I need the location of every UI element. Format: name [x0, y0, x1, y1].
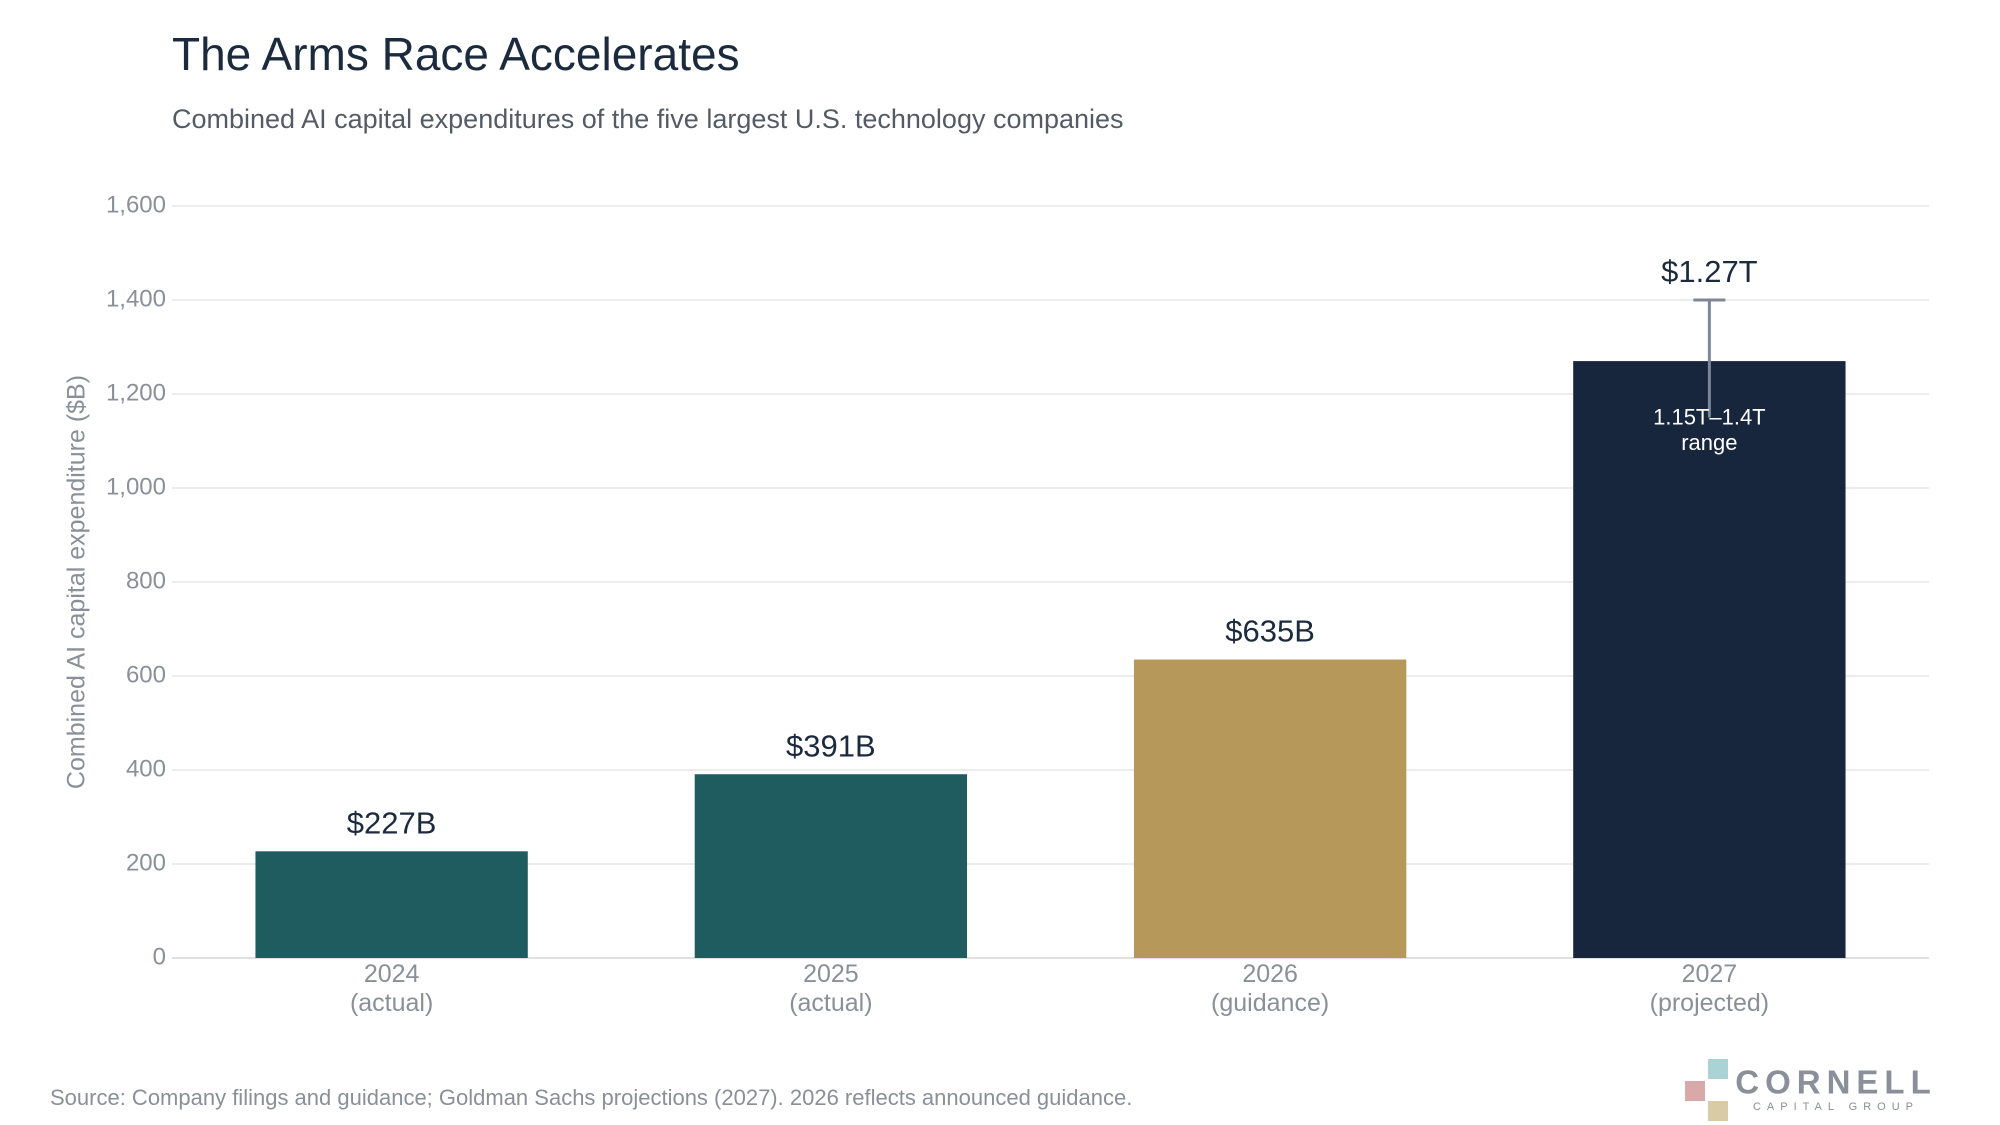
y-tick-label: 600	[126, 661, 166, 688]
annotation: 1.15T–1.4T range	[1653, 404, 1766, 454]
value-label: $635B	[1225, 614, 1315, 649]
y-tick-label: 1,400	[106, 285, 166, 312]
x-tick-label: 2024 (actual)	[350, 960, 433, 1017]
logo-square	[1708, 1059, 1728, 1079]
logo: CORNELL CAPITAL GROUP	[1685, 1059, 1937, 1121]
bar	[1573, 361, 1846, 959]
source-note: Source: Company filings and guidance; Go…	[50, 1085, 1132, 1110]
x-tick-label: 2027 (projected)	[1650, 960, 1770, 1017]
logo-tagline: CAPITAL GROUP	[1753, 1101, 1919, 1113]
x-tick-label: 2026 (guidance)	[1211, 960, 1329, 1017]
bar	[255, 851, 528, 958]
y-tick-label: 1,600	[106, 191, 166, 218]
y-tick-label: 800	[126, 567, 166, 594]
logo-square	[1708, 1101, 1728, 1121]
value-label: $227B	[347, 805, 437, 840]
logo-square	[1685, 1081, 1705, 1101]
chart-title: The Arms Race Accelerates	[172, 28, 740, 80]
y-tick-label: 1,200	[106, 379, 166, 406]
y-tick-label: 400	[126, 755, 166, 782]
y-tick-label: 200	[126, 849, 166, 876]
bar	[694, 774, 968, 958]
logo-name: CORNELL	[1735, 1064, 1937, 1101]
chart-subtitle: Combined AI capital expenditures of the …	[172, 104, 1124, 134]
y-tick-label: 1,000	[106, 473, 166, 500]
x-tick-label: 2025 (actual)	[789, 960, 872, 1017]
value-label: $391B	[786, 728, 876, 763]
y-tick-label: 0	[153, 943, 166, 970]
y-axis-label: Combined AI capital expenditure ($B)	[63, 375, 91, 789]
bar	[1133, 659, 1407, 958]
value-label: $1.27T	[1661, 254, 1758, 289]
error-bar	[1693, 298, 1726, 418]
